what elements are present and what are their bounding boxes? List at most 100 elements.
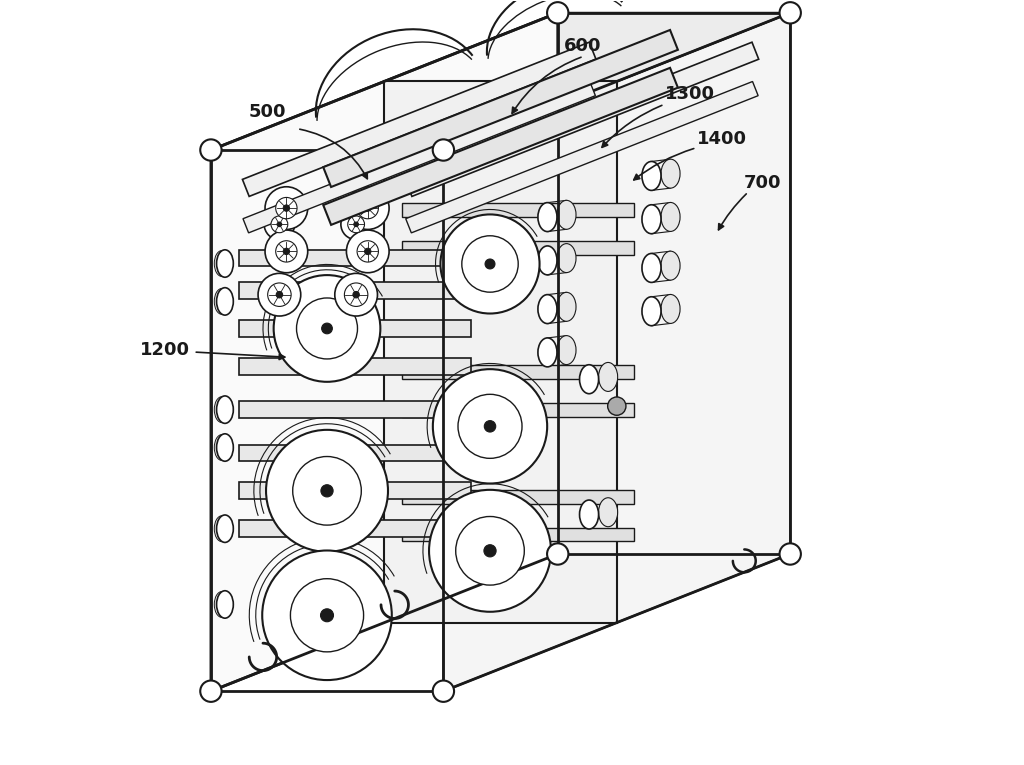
Polygon shape bbox=[239, 444, 471, 461]
Circle shape bbox=[275, 241, 297, 262]
Circle shape bbox=[321, 485, 333, 497]
Polygon shape bbox=[406, 42, 759, 197]
Circle shape bbox=[344, 283, 368, 307]
Ellipse shape bbox=[214, 516, 229, 542]
Ellipse shape bbox=[538, 295, 557, 324]
Circle shape bbox=[357, 197, 379, 219]
Polygon shape bbox=[239, 402, 471, 418]
Circle shape bbox=[779, 2, 801, 24]
Ellipse shape bbox=[214, 591, 229, 617]
Ellipse shape bbox=[557, 200, 577, 230]
Circle shape bbox=[346, 187, 389, 230]
Polygon shape bbox=[384, 81, 616, 623]
Circle shape bbox=[353, 291, 359, 298]
Polygon shape bbox=[401, 241, 634, 255]
Ellipse shape bbox=[214, 397, 229, 422]
Ellipse shape bbox=[580, 500, 599, 529]
Circle shape bbox=[365, 205, 371, 211]
Ellipse shape bbox=[216, 515, 233, 542]
Ellipse shape bbox=[214, 288, 229, 314]
Circle shape bbox=[346, 230, 389, 273]
Text: 600: 600 bbox=[564, 37, 601, 54]
Ellipse shape bbox=[538, 246, 557, 275]
Polygon shape bbox=[406, 82, 758, 233]
Polygon shape bbox=[243, 42, 596, 197]
Polygon shape bbox=[239, 320, 471, 337]
Circle shape bbox=[484, 421, 496, 432]
Polygon shape bbox=[401, 203, 634, 216]
Ellipse shape bbox=[642, 297, 662, 326]
Circle shape bbox=[354, 222, 358, 226]
Text: 1400: 1400 bbox=[696, 129, 746, 148]
Ellipse shape bbox=[216, 250, 233, 277]
Circle shape bbox=[433, 681, 454, 702]
Circle shape bbox=[348, 216, 365, 233]
Polygon shape bbox=[239, 520, 471, 537]
Circle shape bbox=[484, 545, 496, 557]
Text: 700: 700 bbox=[743, 174, 781, 192]
Circle shape bbox=[262, 551, 392, 680]
Ellipse shape bbox=[642, 161, 662, 190]
Ellipse shape bbox=[214, 435, 229, 461]
Circle shape bbox=[297, 298, 357, 359]
Ellipse shape bbox=[557, 292, 577, 321]
Text: 500: 500 bbox=[249, 103, 287, 121]
Circle shape bbox=[341, 209, 372, 239]
Ellipse shape bbox=[599, 363, 617, 392]
Ellipse shape bbox=[557, 243, 577, 272]
Ellipse shape bbox=[216, 396, 233, 423]
Ellipse shape bbox=[642, 205, 662, 234]
Polygon shape bbox=[211, 13, 558, 692]
Circle shape bbox=[265, 230, 308, 273]
Circle shape bbox=[271, 216, 288, 233]
Polygon shape bbox=[401, 490, 634, 503]
Circle shape bbox=[322, 323, 333, 334]
Text: 1200: 1200 bbox=[140, 341, 190, 360]
Circle shape bbox=[365, 248, 371, 255]
Circle shape bbox=[429, 490, 551, 612]
Circle shape bbox=[335, 273, 378, 316]
Circle shape bbox=[265, 187, 308, 230]
Circle shape bbox=[462, 236, 518, 292]
Polygon shape bbox=[211, 13, 791, 150]
Polygon shape bbox=[324, 68, 678, 225]
Circle shape bbox=[258, 273, 301, 316]
Circle shape bbox=[201, 681, 221, 702]
Polygon shape bbox=[324, 30, 678, 187]
Polygon shape bbox=[443, 13, 791, 692]
Circle shape bbox=[273, 275, 380, 382]
Circle shape bbox=[291, 578, 364, 652]
Polygon shape bbox=[401, 366, 634, 379]
Circle shape bbox=[264, 209, 295, 239]
Ellipse shape bbox=[662, 295, 680, 324]
Ellipse shape bbox=[557, 336, 577, 365]
Ellipse shape bbox=[216, 434, 233, 461]
Polygon shape bbox=[243, 82, 595, 233]
Circle shape bbox=[201, 139, 221, 161]
Ellipse shape bbox=[662, 159, 680, 188]
Circle shape bbox=[293, 457, 361, 525]
Ellipse shape bbox=[214, 251, 229, 276]
Circle shape bbox=[607, 397, 626, 415]
Ellipse shape bbox=[538, 203, 557, 232]
Ellipse shape bbox=[642, 253, 662, 282]
Text: 1300: 1300 bbox=[665, 86, 715, 103]
Circle shape bbox=[547, 2, 568, 24]
Circle shape bbox=[433, 369, 547, 483]
Ellipse shape bbox=[662, 203, 680, 232]
Circle shape bbox=[284, 248, 290, 255]
Circle shape bbox=[278, 222, 282, 226]
Polygon shape bbox=[239, 249, 471, 266]
Circle shape bbox=[458, 394, 522, 458]
Ellipse shape bbox=[216, 288, 233, 315]
Circle shape bbox=[357, 241, 379, 262]
Polygon shape bbox=[401, 528, 634, 542]
Ellipse shape bbox=[538, 338, 557, 367]
Polygon shape bbox=[401, 403, 634, 417]
Circle shape bbox=[779, 543, 801, 565]
Ellipse shape bbox=[599, 498, 617, 527]
Ellipse shape bbox=[216, 591, 233, 618]
Circle shape bbox=[440, 214, 540, 314]
Circle shape bbox=[485, 259, 495, 269]
Ellipse shape bbox=[580, 365, 599, 394]
